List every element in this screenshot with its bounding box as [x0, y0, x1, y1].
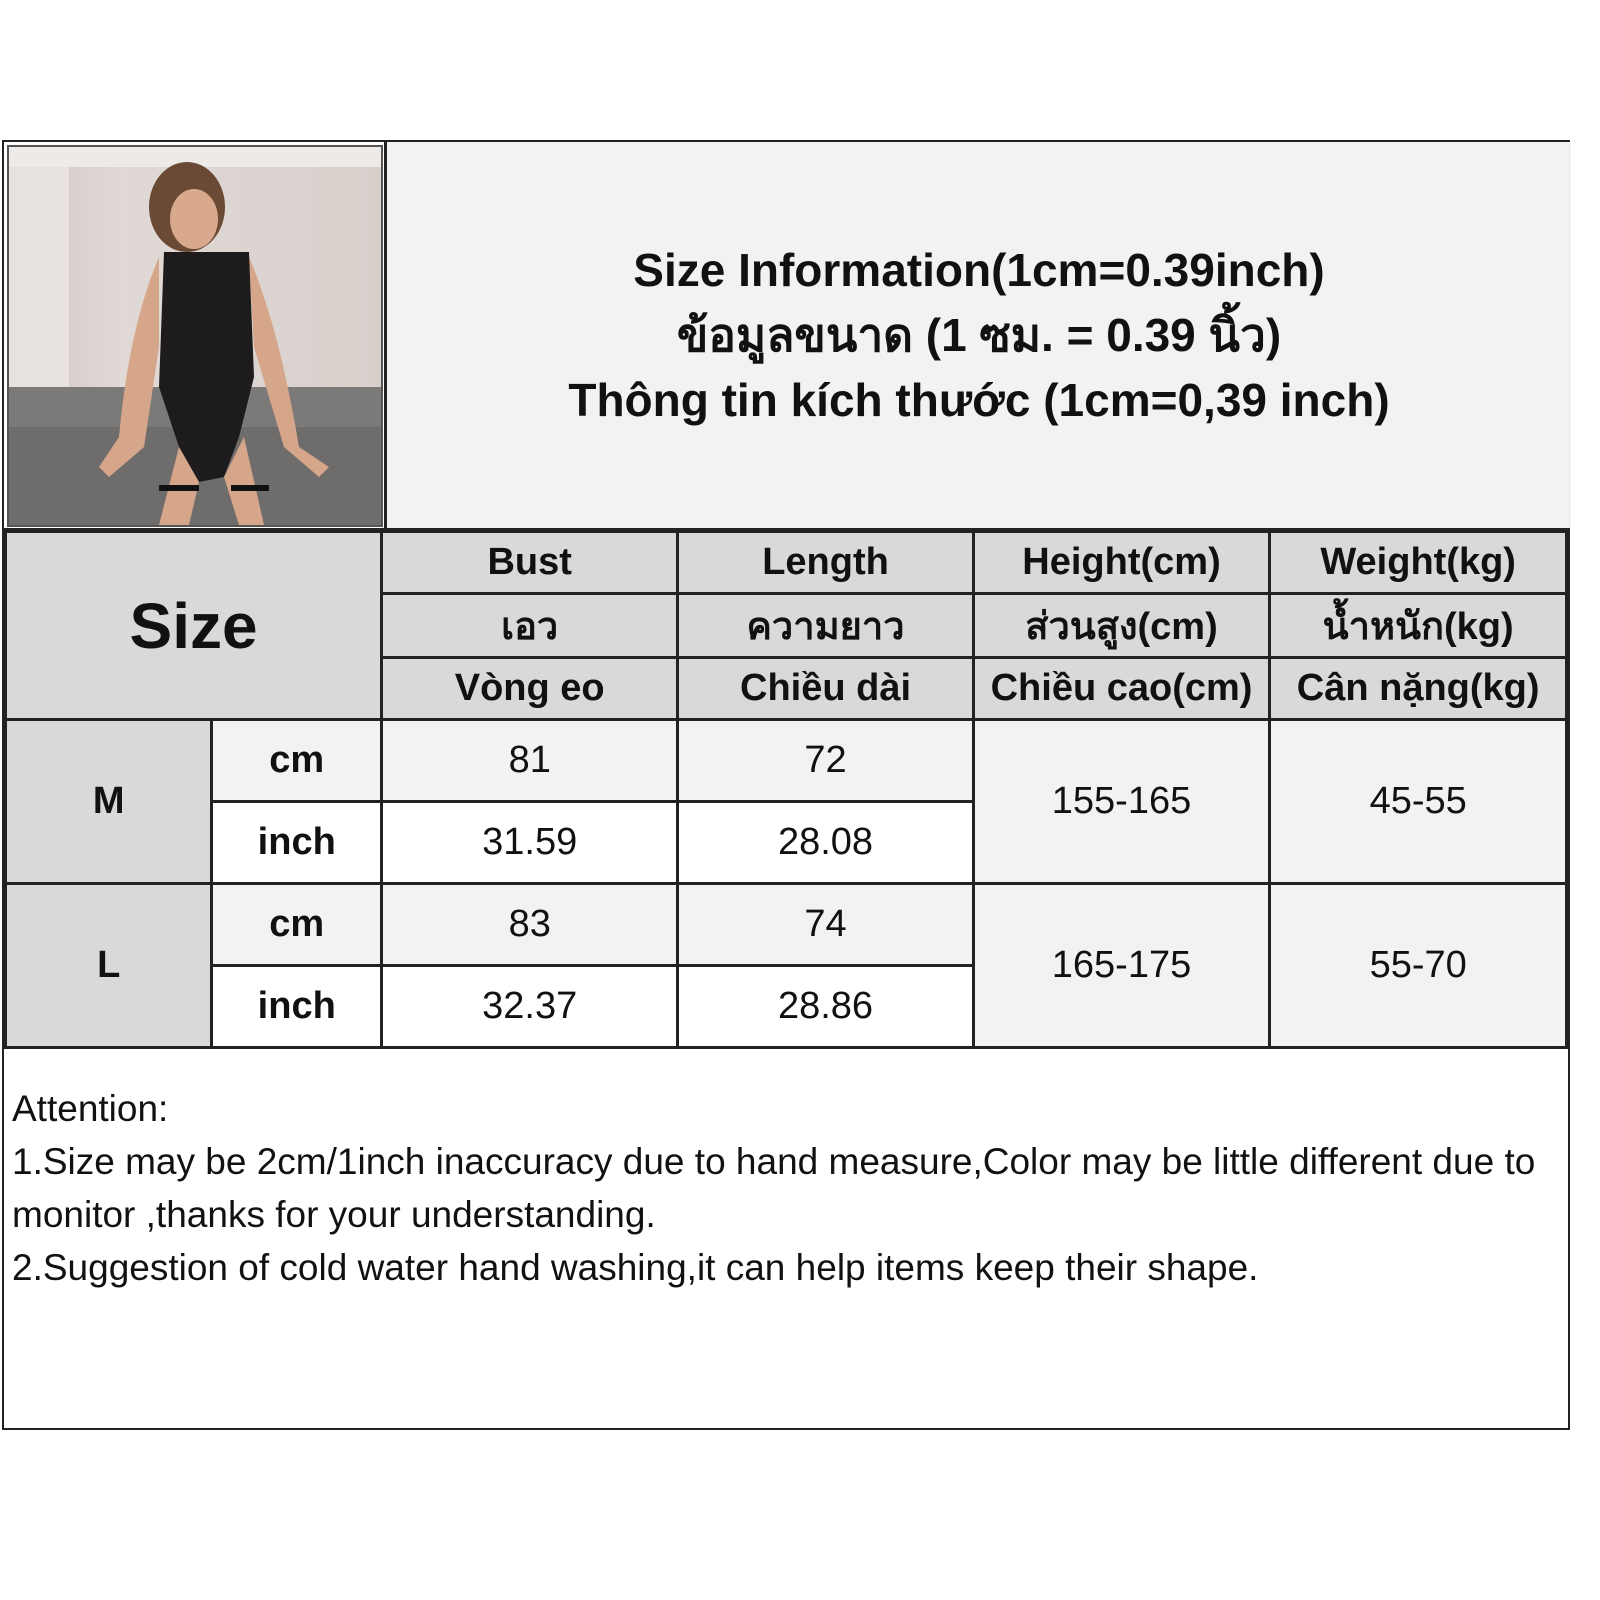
col-length-th: ความยาว — [676, 592, 975, 659]
table-row: M cm 81 72 155-165 45-55 — [3, 718, 1568, 885]
col-height-vi: Chiều cao(cm) — [971, 656, 1272, 721]
header-row-english: Size Bust Length Height(cm) Weight(kg) — [3, 530, 1568, 721]
height-range: 155-165 — [971, 718, 1272, 885]
size-l: L — [3, 882, 214, 1049]
unit-inch: inch — [210, 800, 384, 885]
col-bust-vi: Vòng eo — [380, 656, 680, 721]
title-thai: ข้อมูลขนาด (1 ซม. = 0.39 นิ้ว) — [676, 308, 1282, 361]
chart-header: Size Information(1cm=0.39inch) ข้อมูลขนา… — [4, 142, 1571, 531]
length-cm: 72 — [676, 718, 975, 803]
length-cm: 74 — [676, 882, 975, 967]
col-bust-en: Bust — [380, 530, 680, 595]
model-photo — [7, 145, 383, 527]
attention-line-1: 1.Size may be 2cm/1inch inaccuracy due t… — [12, 1141, 1546, 1235]
attention-heading: Attention: — [12, 1088, 169, 1129]
col-weight-vi: Cân nặng(kg) — [1268, 656, 1568, 721]
title-english: Size Information(1cm=0.39inch) — [633, 243, 1325, 296]
title-vietnamese: Thông tin kích thước (1cm=0,39 inch) — [568, 373, 1390, 426]
attention-line-2: 2.Suggestion of cold water hand washing,… — [12, 1247, 1259, 1288]
bust-cm: 81 — [380, 718, 680, 803]
bust-inch: 31.59 — [380, 800, 680, 885]
col-height-en: Height(cm) — [971, 530, 1272, 595]
col-length-vi: Chiều dài — [676, 656, 975, 721]
weight-range: 45-55 — [1268, 718, 1568, 885]
col-height-th: ส่วนสูง(cm) — [971, 592, 1272, 659]
height-range: 165-175 — [971, 882, 1272, 1049]
col-weight-th: น้ำหนัก(kg) — [1268, 592, 1568, 659]
size-m: M — [3, 718, 214, 885]
col-bust-th: เอว — [380, 592, 680, 659]
unit-cm: cm — [210, 718, 384, 803]
bust-inch: 32.37 — [380, 964, 680, 1049]
length-inch: 28.86 — [676, 964, 975, 1049]
unit-inch: inch — [210, 964, 384, 1049]
size-information-title: Size Information(1cm=0.39inch) ข้อมูลขนา… — [384, 142, 1571, 528]
unit-cm: cm — [210, 882, 384, 967]
col-weight-en: Weight(kg) — [1268, 530, 1568, 595]
size-chart: Size Information(1cm=0.39inch) ข้อมูลขนา… — [2, 140, 1571, 1430]
table-row: L cm 83 74 165-175 55-70 — [3, 882, 1568, 1049]
attention-notes: Attention: 1.Size may be 2cm/1inch inacc… — [12, 1082, 1562, 1294]
col-length-en: Length — [676, 530, 975, 595]
length-inch: 28.08 — [676, 800, 975, 885]
size-table: Size Bust Length Height(cm) Weight(kg) เ… — [3, 530, 1568, 1049]
model-photo-icon — [9, 147, 381, 525]
size-header: Size — [3, 530, 384, 721]
bust-cm: 83 — [380, 882, 680, 967]
weight-range: 55-70 — [1268, 882, 1568, 1049]
